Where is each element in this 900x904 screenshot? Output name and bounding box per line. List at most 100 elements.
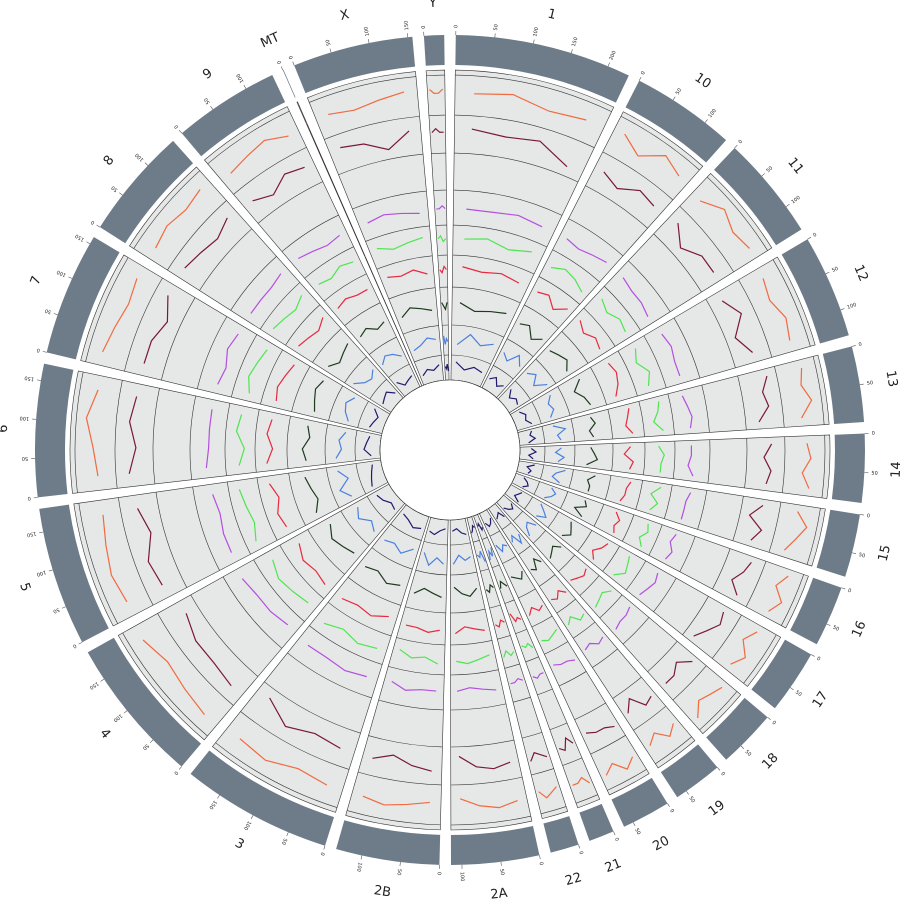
tick-mark [281, 67, 283, 71]
chromosome-label: X [339, 7, 351, 24]
ideogram [424, 35, 445, 66]
tick-label: 0 [27, 495, 31, 501]
tick-label: 0 [421, 25, 427, 29]
tick-label: 100 [134, 152, 145, 163]
tick-mark [705, 119, 707, 122]
tick-label: 100 [790, 195, 801, 205]
tick-label: 100 [36, 569, 47, 578]
tick-mark [97, 225, 100, 227]
tick-mark [54, 314, 58, 315]
tick-mark [735, 145, 738, 148]
tick-label: 0 [872, 431, 875, 437]
tick-label: 150 [74, 232, 85, 242]
tick-label: 150 [403, 20, 410, 30]
tick-mark [841, 309, 845, 310]
tick-label: 0 [319, 851, 326, 856]
chromosome-label: 19 [706, 798, 728, 820]
tick-label: 50 [675, 87, 683, 96]
tick-mark [841, 588, 845, 589]
tick-label: 150 [24, 374, 34, 382]
tick-label: 100 [363, 26, 371, 37]
tick-mark [608, 63, 610, 67]
tick-label: 50 [866, 380, 873, 387]
tick-label: 0 [613, 837, 620, 842]
tick-label: 0 [36, 347, 41, 354]
tick-mark [68, 277, 72, 279]
tick-label: 50 [280, 837, 288, 845]
chromosome-label: 22 [564, 870, 584, 889]
chromosome-label: 4 [96, 726, 113, 742]
tick-label: 0 [172, 770, 179, 776]
tick-label: 100 [532, 27, 540, 38]
chromosome-label: 17 [810, 689, 832, 711]
chromosome-label: 5 [16, 581, 33, 593]
ideogram [35, 364, 73, 498]
tick-label: 50 [203, 96, 212, 105]
tick-label: 100 [846, 302, 857, 311]
tick-label: 50 [687, 795, 696, 804]
tick-mark [101, 679, 104, 681]
ideogram [823, 346, 864, 424]
chromosome-label: MT [259, 30, 283, 51]
chromosome-label: 10 [692, 70, 714, 92]
tick-label: 0 [288, 55, 295, 60]
tick-mark [633, 822, 635, 826]
tick-mark [786, 204, 789, 206]
tick-mark [62, 607, 66, 609]
tick-mark [741, 746, 744, 749]
tick-label: 100 [19, 415, 29, 422]
tick-label: 100 [236, 73, 246, 84]
tick-label: 50 [22, 455, 28, 461]
tick-mark [361, 856, 362, 860]
tick-label: 0 [771, 720, 777, 727]
tick-label: 0 [72, 642, 78, 649]
tick-mark [860, 384, 864, 385]
tick-mark [852, 345, 856, 346]
tick-label: 50 [871, 470, 878, 476]
tick-label: 0 [90, 219, 96, 226]
tick-label: 50 [743, 749, 752, 758]
tick-label: 50 [44, 307, 52, 315]
tick-mark [211, 106, 213, 109]
tick-mark [614, 831, 616, 835]
tick-mark [244, 85, 246, 88]
tick-label: 100 [112, 712, 123, 723]
tick-label: 0 [436, 872, 442, 875]
chromosome-label: 20 [650, 833, 672, 854]
tick-mark [860, 514, 864, 515]
tick-label: 50 [395, 869, 402, 876]
tick-label: 100 [355, 862, 363, 873]
tick-mark [293, 62, 295, 66]
chromosome-label: 14 [889, 461, 900, 478]
tick-label: 0 [812, 232, 818, 239]
chromosome-label: 18 [759, 750, 781, 772]
tick-mark [533, 40, 534, 44]
tick-mark [852, 553, 856, 554]
tick-mark [150, 740, 153, 743]
tick-mark [571, 49, 572, 53]
tick-mark [667, 803, 669, 806]
chromosome-label: 15 [876, 544, 894, 564]
tick-mark [179, 767, 182, 770]
ideogram [579, 804, 613, 841]
tick-label: 150 [571, 37, 580, 48]
chromosome-label: 7 [28, 274, 45, 287]
chromosome-label: 9 [200, 66, 215, 83]
chromosome-label: 2A [490, 886, 509, 900]
tick-label: 0 [816, 656, 822, 663]
chromosome-label: 13 [883, 369, 900, 388]
tick-mark [43, 351, 47, 352]
tick-label: 0 [847, 588, 852, 595]
tick-label: 0 [640, 70, 647, 76]
tick-label: 50 [832, 625, 840, 633]
tick-mark [287, 832, 289, 836]
tick-mark [330, 49, 331, 53]
tick-label: 50 [858, 552, 866, 559]
tick-mark [811, 654, 814, 656]
tick-label: 150 [26, 530, 37, 538]
tick-label: 0 [719, 771, 726, 777]
tick-mark [86, 242, 89, 244]
chromosome-label: 1 [546, 6, 557, 22]
ideogram [283, 70, 296, 98]
